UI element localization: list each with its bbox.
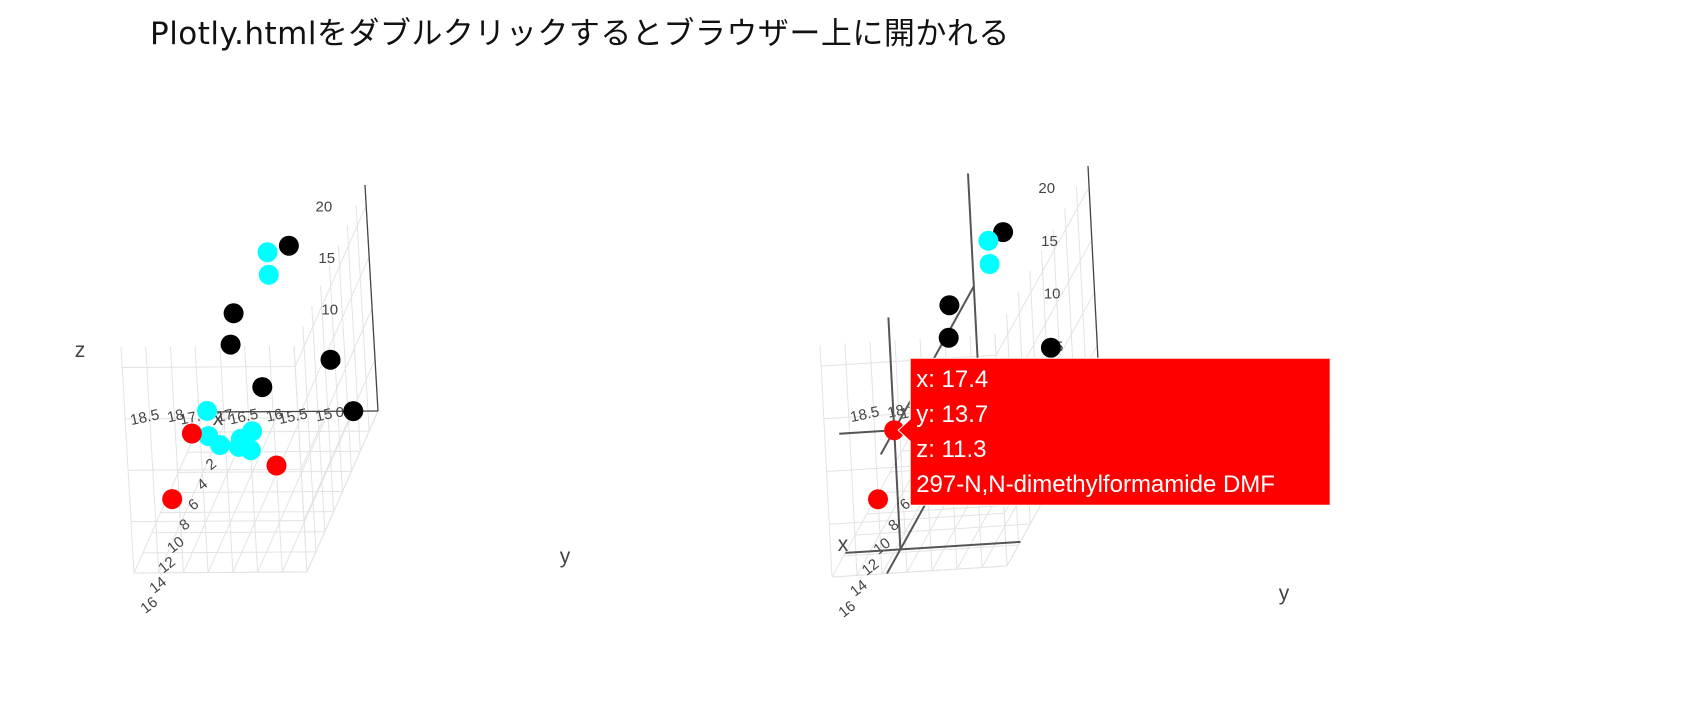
z-tick-label: 15 (1041, 233, 1058, 250)
marker-black[interactable] (278, 235, 299, 256)
marker-cyan[interactable] (978, 230, 999, 251)
y-tick-label: 14 (847, 577, 871, 601)
y-tick-label: 10 (870, 535, 894, 559)
z-tick-label: 20 (1038, 180, 1055, 197)
y-tick-label: 8 (176, 516, 193, 535)
marker-cyan[interactable] (210, 435, 230, 455)
gridlines (120, 184, 379, 574)
x-tick-label: 18.5 (849, 403, 881, 426)
y-tick-label: 14 (146, 574, 170, 598)
marker-red[interactable] (868, 489, 888, 510)
y-tick-label: 6 (185, 496, 202, 515)
marker-black[interactable] (252, 377, 273, 398)
y-axis-title: y (560, 545, 571, 568)
y-tick-label: 2 (203, 455, 220, 474)
marker-red[interactable] (181, 423, 202, 444)
marker-black[interactable] (223, 303, 244, 324)
markers (162, 235, 364, 510)
marker-cyan[interactable] (258, 264, 279, 285)
hover-text-line: z: 11.3 (916, 436, 986, 463)
z-tick-label: 10 (1044, 286, 1061, 303)
marker-red[interactable] (162, 489, 183, 510)
x-tick-label: 18 (166, 406, 186, 426)
z-tick-label: 15 (318, 250, 335, 267)
marker-black[interactable] (939, 295, 960, 316)
x-tick-label: 15 (314, 405, 334, 425)
x-tick-label: 18 (886, 402, 906, 422)
hover-tooltip: x: 17.4 y: 13.7 z: 11.3 297-N,N-dimethylfor… (897, 357, 1331, 506)
marker-cyan[interactable] (228, 436, 249, 457)
y-tick-label: 4 (194, 475, 211, 494)
marker-black[interactable] (320, 349, 341, 370)
x-axis-title: x (838, 533, 849, 556)
y-tick-label: 10 (164, 533, 188, 557)
marker-red[interactable] (884, 420, 905, 441)
marker-red[interactable] (266, 455, 287, 476)
marker-black[interactable] (343, 401, 364, 422)
hover-text-line: 297-N,N-dimethylformamide DMF (916, 471, 1275, 498)
marker-black[interactable] (993, 222, 1014, 243)
hover-box (897, 357, 1331, 506)
z-tick-label: 0 (336, 404, 344, 421)
x-tick-label: 16 (265, 406, 285, 426)
z-tick-label: 10 (321, 301, 338, 318)
marker-cyan[interactable] (257, 242, 278, 263)
marker-black[interactable] (220, 334, 241, 355)
x-tick-label: 15.5 (277, 405, 309, 428)
scatter3d-plot-right[interactable]: 1515.51616.51717.51818.50246810121416510… (819, 165, 1331, 622)
y-axis-title: y (1279, 582, 1290, 605)
hover-text-line: x: 17.4 (916, 366, 988, 393)
y-tick-label: 16 (137, 594, 161, 618)
page-title: Plotly.htmlをダブルクリックするとブラウザー上に開かれる (150, 16, 1010, 52)
marker-black[interactable] (1040, 337, 1061, 358)
scatter3d-plot-left[interactable]: 1515.51616.51717.51818.50246810121416510… (75, 184, 571, 618)
hover-text-line: y: 13.7 (916, 401, 988, 428)
x-tick-label: 18.5 (129, 406, 161, 429)
x-tick-label: 17 (215, 406, 235, 426)
z-axis-title: z (75, 339, 86, 362)
z-axis-line (364, 184, 379, 412)
marker-cyan[interactable] (197, 400, 218, 421)
x-axis-title: x (213, 407, 224, 430)
y-tick-label: 16 (835, 598, 859, 622)
y-tick-label: 12 (859, 556, 883, 580)
marker-black[interactable] (938, 327, 959, 348)
z-tick-label: 20 (316, 199, 333, 216)
marker-cyan[interactable] (979, 254, 1000, 274)
y-tick-label: 12 (155, 553, 179, 577)
